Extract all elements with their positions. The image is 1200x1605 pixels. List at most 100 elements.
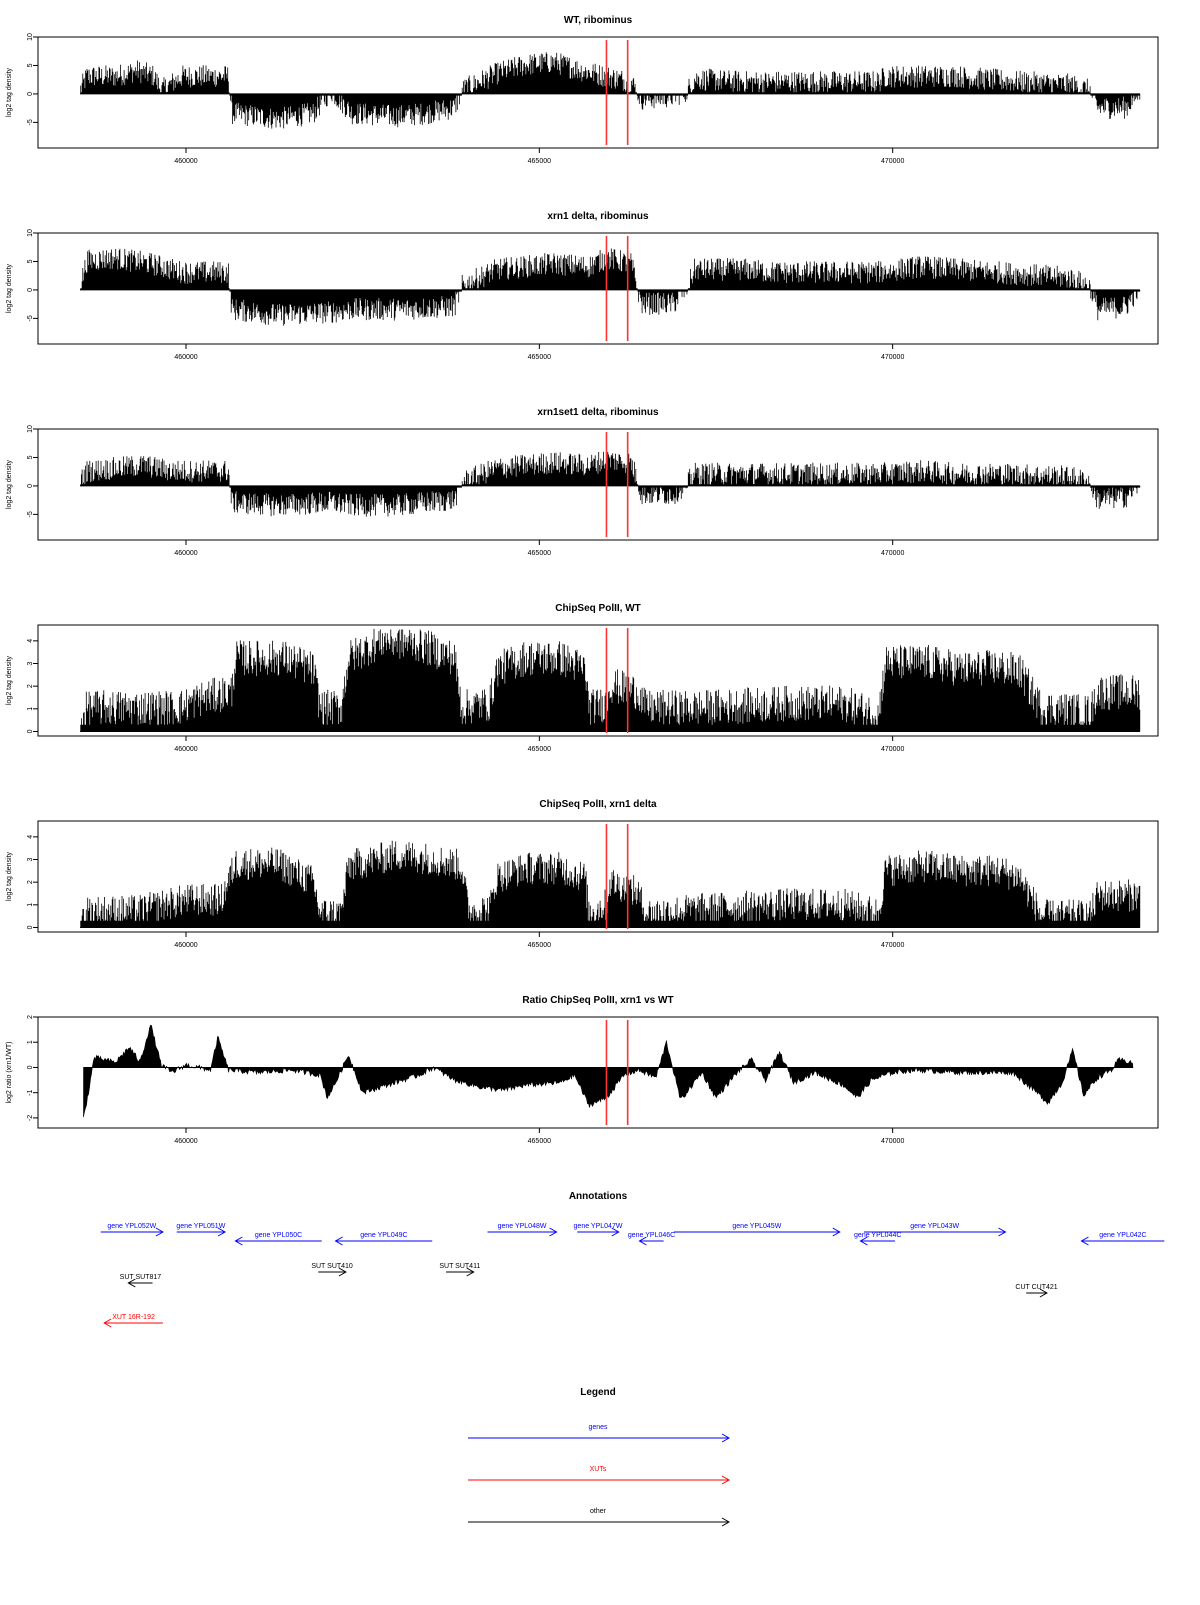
plot-frame	[37, 428, 1159, 541]
y-tick-label: 0	[27, 1065, 34, 1069]
y-tick-label: 3	[27, 857, 34, 861]
density-bars	[80, 52, 1141, 129]
y-tick-label: 0	[27, 288, 34, 292]
data-series	[83, 1024, 1134, 1118]
legend-item-label: other	[590, 1508, 607, 1515]
panel-6: Ratio ChipSeq PolII, xrn1 vs WT -2 -1 0 1 2 lo…	[6, 995, 1159, 1145]
gene-annotation-label: gene YPL045W	[732, 1223, 781, 1230]
gene-annotation-label: gene YPL044C	[854, 1232, 901, 1239]
panel-title: xrn1set1 delta, ribominus	[537, 407, 659, 418]
y-tick-label: -2	[27, 1115, 34, 1121]
y-tick-label: 0	[27, 92, 34, 96]
x-tick-label: 460000	[174, 746, 197, 753]
y-tick-label: 4	[27, 639, 34, 643]
ratio-area	[83, 1024, 1134, 1118]
y-tick-label: -5	[27, 315, 34, 321]
legend-item-label: genes	[588, 1424, 608, 1431]
panel-4: ChipSeq PolII, WT 0 1 2 3 4 log2 tag density 46…	[6, 603, 1159, 753]
y-tick-label: 5	[27, 455, 34, 459]
cut-annotation-label: CUT CUT421	[1015, 1284, 1057, 1291]
sut-annotation-label: SUT SUT410	[311, 1263, 353, 1270]
panel-title: xrn1 delta, ribominus	[547, 211, 649, 222]
legend-item-arrowhead	[721, 1517, 731, 1527]
y-tick-label: 1	[27, 1040, 34, 1044]
y-axis-label: log2 tag density	[6, 851, 13, 901]
data-series	[80, 840, 1141, 928]
gene-annotation-arrowhead	[234, 1236, 243, 1246]
x-tick-label: 470000	[881, 354, 904, 361]
y-tick-label: 10	[27, 33, 34, 41]
y-tick-label: -5	[27, 511, 34, 517]
sut-annotation-arrowhead	[127, 1278, 136, 1288]
x-tick-label: 465000	[528, 158, 551, 165]
gene-annotation-label: gene YPL042C	[1099, 1232, 1146, 1239]
gene-annotation-arrowhead	[334, 1236, 343, 1246]
x-tick-label: 465000	[528, 746, 551, 753]
plot-frame	[37, 1016, 1159, 1129]
gene-annotation-arrowhead	[638, 1236, 647, 1246]
x-tick-label: 470000	[881, 550, 904, 557]
sut-annotation-arrowhead	[338, 1267, 347, 1277]
x-tick-label: 465000	[528, 1138, 551, 1145]
y-tick-label: 0	[27, 925, 34, 929]
plot-frame	[37, 36, 1159, 149]
y-tick-label: -1	[27, 1089, 34, 1095]
x-tick-label: 460000	[174, 1138, 197, 1145]
cut-annotation-arrowhead	[1039, 1288, 1048, 1298]
sut-annotation-label: SUT SUT817	[120, 1274, 162, 1281]
x-tick-label: 465000	[528, 550, 551, 557]
gene-annotation-label: gene YPL047W	[574, 1223, 623, 1230]
plot-frame	[37, 820, 1159, 933]
density-bars	[80, 840, 1141, 928]
plot-frame	[37, 624, 1159, 737]
panel-3: xrn1set1 delta, ribominus -5 0 5 10 log2 tag …	[6, 407, 1159, 557]
gene-annotation-arrowhead	[1080, 1236, 1089, 1246]
legend-item-label: XUTs	[590, 1466, 607, 1473]
density-bars	[80, 248, 1141, 326]
gene-annotation-arrowhead	[155, 1227, 164, 1237]
panel-2: xrn1 delta, ribominus -5 0 5 10 log2 tag dens…	[6, 211, 1159, 361]
data-series	[80, 52, 1141, 129]
sut-annotation-label: SUT SUT411	[439, 1263, 480, 1270]
panel-title: WT, ribominus	[564, 15, 633, 26]
data-series	[80, 451, 1141, 517]
sut-annotation-arrowhead	[466, 1267, 475, 1277]
gene-annotation-label: gene YPL046C	[628, 1232, 675, 1239]
density-bars	[80, 628, 1141, 732]
panel-title: ChipSeq PolII, xrn1 delta	[539, 799, 657, 810]
y-tick-label: -5	[27, 119, 34, 125]
legend-item-arrowhead	[721, 1475, 731, 1485]
gene-annotation-label: gene YPL051W	[176, 1223, 225, 1230]
legend-item-arrowhead	[721, 1433, 731, 1443]
panel-5: ChipSeq PolII, xrn1 delta 0 1 2 3 4 log2 tag d…	[6, 799, 1159, 949]
annotations-panel: Annotations gene YPL052W gene YPL051W gene …	[100, 1191, 1165, 1328]
x-tick-label: 465000	[528, 354, 551, 361]
gene-annotation-arrowhead	[217, 1227, 227, 1237]
x-tick-label: 465000	[528, 942, 551, 949]
x-tick-label: 460000	[174, 550, 197, 557]
gene-annotation-label: gene YPL049C	[360, 1232, 407, 1239]
y-tick-label: 10	[27, 425, 34, 433]
gene-annotation-label: gene YPL043W	[910, 1223, 959, 1230]
gene-annotation-label: gene YPL048W	[498, 1223, 547, 1230]
gene-annotation-label: gene YPL050C	[255, 1232, 302, 1239]
panel-title: ChipSeq PolII, WT	[555, 603, 641, 614]
x-tick-label: 460000	[174, 354, 197, 361]
y-tick-label: 1	[27, 707, 34, 711]
data-series	[80, 628, 1141, 732]
y-tick-label: 2	[27, 684, 34, 688]
y-axis-label: log2 tag density	[6, 67, 13, 117]
y-tick-label: 0	[27, 729, 34, 733]
gene-annotation-label: gene YPL052W	[107, 1223, 156, 1230]
xut-annotation-arrowhead	[103, 1318, 112, 1328]
panel-title: Ratio ChipSeq PolII, xrn1 vs WT	[522, 995, 673, 1006]
data-series	[80, 248, 1141, 326]
y-tick-label: 10	[27, 229, 34, 237]
x-tick-label: 470000	[881, 746, 904, 753]
gene-annotation-arrowhead	[998, 1227, 1007, 1237]
y-tick-label: 4	[27, 835, 34, 839]
density-bars	[80, 451, 1141, 517]
plot-frame	[37, 232, 1159, 345]
